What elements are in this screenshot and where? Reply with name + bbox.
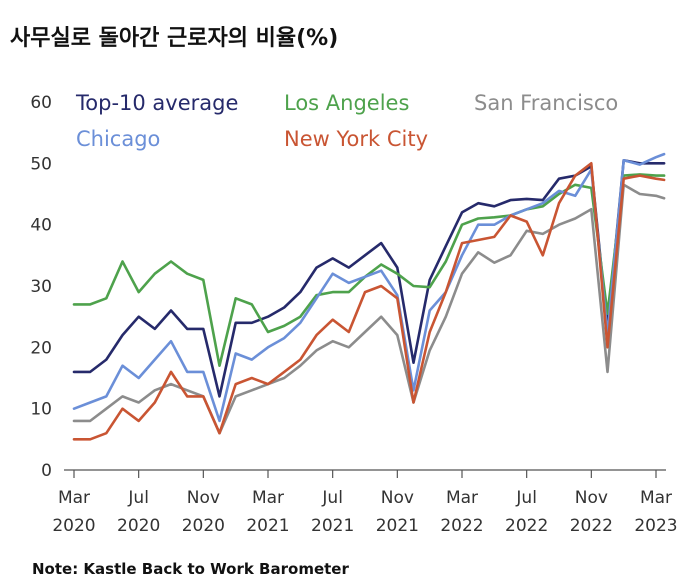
x-tick-label: 2022	[440, 516, 483, 536]
x-tick-label: 2020	[52, 516, 95, 536]
y-axis: 0 10 20 30 40 50 60	[30, 93, 52, 481]
y-tick-label: 0	[41, 461, 52, 481]
x-tick-label: 2020	[117, 516, 160, 536]
series-line-san-francisco	[72, 183, 666, 435]
x-axis: Mar 2020 Jul 2020 Nov 2020 Mar 2021 Jul 2021 Nov 20…	[52, 470, 678, 536]
x-tick-label: Nov	[575, 488, 608, 508]
series-line-chicago	[72, 152, 666, 423]
legend-item-new-york-city: New York City	[284, 127, 428, 151]
x-tick-label: Jul	[321, 488, 343, 508]
x-tick-label: Mar	[252, 488, 284, 508]
series-group	[72, 152, 666, 441]
series-line-new-york-city	[72, 162, 666, 441]
x-tick-label: 2020	[182, 516, 225, 536]
legend: Top-10 average Los Angeles San Francisco…	[75, 91, 618, 151]
series-line-los-angeles	[72, 173, 666, 368]
y-tick-label: 50	[30, 154, 52, 174]
chart-title: 사무실로 돌아간 근로자의 비율(%)	[10, 26, 339, 51]
x-tick-label: 2021	[376, 516, 419, 536]
legend-item-top-10-average: Top-10 average	[75, 91, 238, 115]
y-tick-label: 30	[30, 277, 52, 297]
series-line-top-10-average	[72, 159, 666, 398]
x-tick-label: 2021	[311, 516, 354, 536]
legend-item-san-francisco: San Francisco	[474, 91, 618, 115]
legend-item-chicago: Chicago	[76, 127, 160, 151]
x-tick-label: Mar	[58, 488, 90, 508]
y-tick-label: 40	[30, 216, 52, 236]
x-tick-label: 2021	[246, 516, 289, 536]
x-tick-label: 2023	[634, 516, 677, 536]
x-tick-label: Mar	[446, 488, 478, 508]
x-tick-label: Jul	[515, 488, 537, 508]
y-tick-label: 20	[30, 338, 52, 358]
source-note: Note: Kastle Back to Work Barometer	[32, 560, 349, 578]
x-tick-label: Jul	[127, 488, 149, 508]
x-tick-label: Nov	[381, 488, 414, 508]
x-tick-label: Nov	[187, 488, 220, 508]
y-tick-label: 60	[30, 93, 52, 113]
legend-item-los-angeles: Los Angeles	[284, 91, 409, 115]
x-tick-label: 2022	[505, 516, 548, 536]
x-tick-label: Mar	[640, 488, 672, 508]
x-tick-label: 2022	[570, 516, 613, 536]
y-tick-label: 10	[30, 400, 52, 420]
